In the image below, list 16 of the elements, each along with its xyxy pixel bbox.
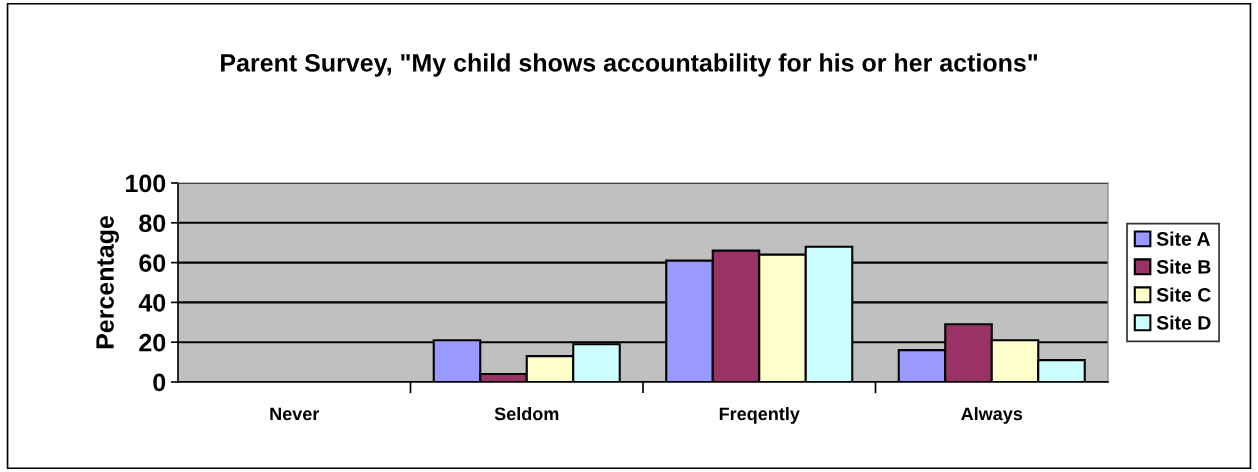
legend-label: Site D	[1156, 315, 1211, 330]
chart-title: Parent Survey, "My child shows accountability for his or her actions"	[221, 53, 1038, 77]
y-tick-label: 40	[138, 294, 166, 312]
x-tick-label: Always	[961, 407, 1023, 424]
y-tick-label: 60	[139, 254, 166, 272]
x-tick-label: Seldom	[494, 407, 559, 421]
x-tick-label: Freqently	[719, 407, 800, 424]
x-tick-label: Never	[270, 407, 320, 421]
y-tick-label: 100	[126, 174, 166, 193]
y-tick-label: 0	[153, 373, 166, 392]
legend-label: Site A	[1156, 231, 1211, 246]
y-tick-label: 80	[139, 214, 166, 233]
legend-label: Site B	[1156, 259, 1211, 274]
y-tick-label: 20	[139, 333, 166, 352]
legend-label: Site C	[1156, 287, 1211, 302]
y-axis-title: Percentage	[96, 215, 119, 349]
